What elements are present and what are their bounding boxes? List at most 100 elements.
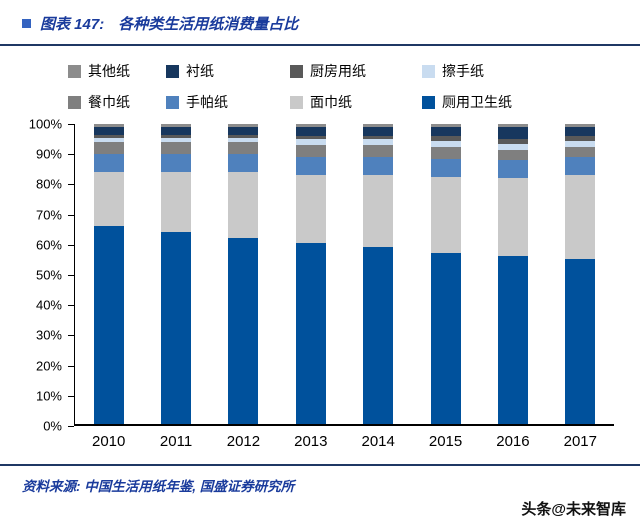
legend-label: 手帕纸 (186, 94, 228, 110)
watermark: 头条@未来智库 (521, 501, 626, 518)
y-axis-label: 20% (35, 358, 62, 374)
stacked-bar-2011 (161, 124, 192, 424)
x-axis-label: 2011 (159, 433, 193, 450)
y-axis-tick (68, 305, 74, 307)
x-axis-label: 2013 (294, 433, 328, 450)
y-axis-label: 90% (35, 146, 62, 162)
bar-segment-厕用卫生纸 (228, 238, 259, 424)
bar-segment-手帕纸 (363, 157, 394, 175)
legend-label: 衬纸 (186, 63, 214, 79)
plot-column: 2010 2011 2012 2013 2014 2015 2016 2017 (74, 124, 614, 450)
y-axis-tick (68, 365, 74, 367)
legend-swatch (166, 95, 179, 109)
bar-segment-其他纸 (295, 124, 326, 127)
legend-label: 厨房用纸 (310, 63, 366, 79)
title-bullet-icon (22, 19, 31, 28)
legend-item-厨房用纸: 厨房用纸 (290, 61, 422, 81)
bar-segment-手帕纸 (295, 157, 326, 175)
legend-label: 擦手纸 (442, 63, 484, 79)
figure-header: 图表 147: 各种类生活用纸消费量占比 (0, 0, 640, 46)
legend-swatch (290, 64, 303, 78)
bar-segment-手帕纸 (228, 154, 259, 172)
legend-label: 其他纸 (88, 63, 130, 79)
bar-segment-面巾纸 (565, 175, 596, 259)
stacked-bar-2016 (497, 124, 528, 424)
bar-segment-厕用卫生纸 (161, 232, 192, 424)
bar-segment-手帕纸 (161, 154, 192, 172)
bar-slot-2011 (142, 124, 209, 424)
bar-segment-衬纸 (295, 127, 326, 136)
x-axis-label: 2010 (92, 433, 126, 450)
bar-segment-厕用卫生纸 (430, 253, 461, 424)
legend-label: 面巾纸 (310, 94, 352, 110)
bar-segment-面巾纸 (93, 172, 124, 226)
legend-item-手帕纸: 手帕纸 (166, 92, 290, 112)
bar-segment-厨房用纸 (228, 134, 259, 138)
legend-swatch (166, 64, 179, 78)
legend-item-厕用卫生纸: 厕用卫生纸 (422, 92, 640, 112)
bar-segment-餐巾纸 (430, 146, 461, 159)
legend-swatch (68, 64, 81, 78)
legend-swatch (422, 64, 435, 78)
legend-label: 餐巾纸 (88, 94, 130, 110)
y-axis: 100% 90% 80% 70% 60% 50% 40% 30% 20% 10% 0% (16, 117, 74, 434)
x-axis-label: 2017 (563, 433, 597, 450)
bar-slot-2012 (210, 124, 277, 424)
x-axis-label: 2015 (428, 433, 463, 450)
bar-segment-衬纸 (565, 127, 596, 136)
bar-segment-面巾纸 (430, 176, 461, 253)
legend: 其他纸 衬纸 厨房用纸 擦手纸餐巾纸 手帕纸 面巾纸 厕用卫生纸 (0, 46, 640, 114)
legend-item-面巾纸: 面巾纸 (290, 92, 422, 112)
y-axis-label: 70% (35, 207, 62, 223)
bar-segment-餐巾纸 (295, 145, 326, 157)
bar-segment-衬纸 (228, 127, 259, 135)
stacked-bar-2015 (430, 124, 461, 424)
bar-segment-其他纸 (430, 124, 461, 127)
bar-segment-厕用卫生纸 (565, 259, 596, 424)
bar-segment-餐巾纸 (161, 142, 192, 154)
stacked-bar-2017 (565, 124, 596, 424)
y-axis-label: 10% (35, 388, 62, 404)
bar-segment-其他纸 (363, 124, 394, 127)
y-axis-tick (68, 244, 74, 246)
y-axis-tick (68, 426, 74, 427)
bar-slot-2016 (479, 124, 546, 424)
bar-segment-擦手纸 (430, 140, 461, 147)
bar-segment-厨房用纸 (497, 139, 528, 144)
y-axis-label: 0% (43, 418, 62, 434)
bar-segment-面巾纸 (228, 172, 259, 238)
bar-segment-餐巾纸 (565, 146, 596, 157)
bar-segment-厨房用纸 (565, 136, 596, 141)
legend-label: 厕用卫生纸 (442, 94, 512, 110)
bar-segment-餐巾纸 (228, 142, 259, 154)
legend-swatch (422, 95, 435, 109)
bar-segment-厕用卫生纸 (295, 242, 326, 424)
bar-segment-厕用卫生纸 (93, 226, 124, 424)
bar-segment-擦手纸 (93, 137, 124, 142)
bar-segment-衬纸 (497, 127, 528, 139)
bar-segment-擦手纸 (363, 139, 394, 145)
bar-segment-擦手纸 (497, 143, 528, 150)
bar-slot-2017 (547, 124, 614, 424)
y-axis-label: 50% (35, 267, 62, 283)
bar-segment-其他纸 (565, 124, 596, 127)
bar-segment-衬纸 (93, 127, 124, 135)
stacked-bar-2012 (228, 124, 259, 424)
legend-item-其他纸: 其他纸 (68, 61, 166, 81)
y-axis-tick (68, 335, 74, 337)
bar-slot-2013 (277, 124, 344, 424)
legend-swatch (290, 95, 303, 109)
bar-segment-面巾纸 (363, 175, 394, 247)
y-axis-tick (68, 124, 74, 125)
bar-segment-衬纸 (430, 127, 461, 136)
bar-slot-2014 (345, 124, 412, 424)
bar-segment-餐巾纸 (93, 142, 124, 154)
stacked-bar-2013 (295, 124, 326, 424)
bar-segment-餐巾纸 (363, 145, 394, 157)
bar-segment-面巾纸 (497, 178, 528, 256)
bar-segment-其他纸 (497, 124, 528, 127)
bar-segment-餐巾纸 (497, 149, 528, 160)
y-axis-label: 60% (35, 237, 62, 253)
bar-segment-厨房用纸 (161, 134, 192, 138)
